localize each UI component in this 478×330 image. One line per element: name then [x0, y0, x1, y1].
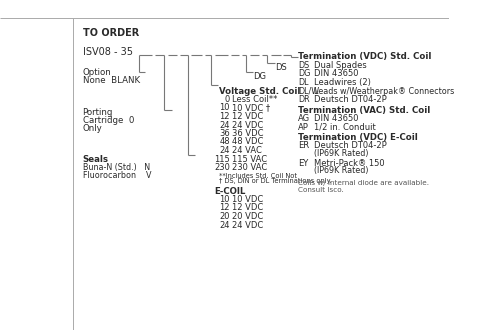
- Text: 20 VDC: 20 VDC: [232, 212, 263, 221]
- Text: Leads w/Weatherpak® Connectors: Leads w/Weatherpak® Connectors: [315, 86, 455, 95]
- Text: DS: DS: [298, 61, 310, 70]
- Text: 24 VDC: 24 VDC: [232, 120, 263, 129]
- Text: Option: Option: [83, 68, 111, 77]
- Text: ISV08 - 35: ISV08 - 35: [83, 47, 132, 57]
- Text: (IP69K Rated): (IP69K Rated): [315, 166, 369, 175]
- Text: Buna-N (Std.)   N: Buna-N (Std.) N: [83, 163, 150, 172]
- Text: 10 VDC: 10 VDC: [232, 195, 263, 204]
- Text: DIN 43650: DIN 43650: [315, 70, 359, 79]
- Text: Termination (VDC) Std. Coil: Termination (VDC) Std. Coil: [298, 52, 432, 61]
- Text: 12 VDC: 12 VDC: [232, 112, 263, 121]
- Text: Porting: Porting: [83, 108, 113, 117]
- Text: 115: 115: [214, 154, 230, 163]
- Text: Metri-Pack® 150: Metri-Pack® 150: [315, 158, 385, 168]
- Text: 10 VDC †: 10 VDC †: [232, 104, 270, 113]
- Text: 36: 36: [219, 129, 230, 138]
- Text: Leadwires (2): Leadwires (2): [315, 78, 371, 87]
- Text: AG: AG: [298, 114, 311, 123]
- Text: E-COIL: E-COIL: [214, 186, 246, 195]
- Text: 230 VAC: 230 VAC: [232, 163, 267, 172]
- Text: DS: DS: [275, 63, 287, 72]
- Text: Less Coil**: Less Coil**: [232, 95, 277, 104]
- Text: Consult Isco.: Consult Isco.: [298, 186, 344, 192]
- Text: Fluorocarbon    V: Fluorocarbon V: [83, 171, 151, 180]
- Text: 24 VAC: 24 VAC: [232, 146, 261, 155]
- Text: 230: 230: [214, 163, 230, 172]
- Text: 10: 10: [219, 195, 230, 204]
- Text: ER: ER: [298, 142, 310, 150]
- Text: 48: 48: [219, 138, 230, 147]
- Text: 1/2 in. Conduit: 1/2 in. Conduit: [315, 122, 376, 131]
- Text: DG: DG: [298, 70, 311, 79]
- Text: 24 VDC: 24 VDC: [232, 220, 263, 229]
- Text: DIN 43650: DIN 43650: [315, 114, 359, 123]
- Text: Seals: Seals: [83, 155, 109, 164]
- Text: (IP69K Rated): (IP69K Rated): [315, 149, 369, 158]
- Text: 24: 24: [219, 120, 230, 129]
- Text: 10: 10: [219, 104, 230, 113]
- Text: DL: DL: [298, 78, 309, 87]
- Text: Termination (VAC) Std. Coil: Termination (VAC) Std. Coil: [298, 106, 431, 115]
- Text: Deutsch DT04-2P: Deutsch DT04-2P: [315, 142, 387, 150]
- Text: 36 VDC: 36 VDC: [232, 129, 263, 138]
- Text: 12: 12: [219, 204, 230, 213]
- Text: Deutsch DT04-2P: Deutsch DT04-2P: [315, 95, 387, 104]
- Text: 115 VAC: 115 VAC: [232, 154, 267, 163]
- Text: None  BLANK: None BLANK: [83, 76, 140, 85]
- Text: 12: 12: [219, 112, 230, 121]
- Text: TO ORDER: TO ORDER: [83, 28, 139, 38]
- Text: Termination (VDC) E-Coil: Termination (VDC) E-Coil: [298, 133, 418, 142]
- Text: 24: 24: [219, 220, 230, 229]
- Text: Coils w/ internal diode are available.: Coils w/ internal diode are available.: [298, 180, 429, 185]
- Text: 20: 20: [219, 212, 230, 221]
- Text: DL/W: DL/W: [298, 86, 320, 95]
- Text: **Includes Std. Coil Not: **Includes Std. Coil Not: [218, 173, 297, 179]
- Text: EY: EY: [298, 158, 309, 168]
- Text: DG: DG: [253, 72, 266, 81]
- Text: 0: 0: [225, 95, 230, 104]
- Text: 48 VDC: 48 VDC: [232, 138, 263, 147]
- Text: AP: AP: [298, 122, 309, 131]
- Text: Dual Spades: Dual Spades: [315, 61, 367, 70]
- Text: 24: 24: [219, 146, 230, 155]
- Text: Cartridge  0: Cartridge 0: [83, 116, 134, 125]
- Text: † DS, DIN or DL Terminations only.: † DS, DIN or DL Terminations only.: [218, 179, 331, 184]
- Text: Only: Only: [83, 124, 102, 133]
- Text: DR: DR: [298, 95, 310, 104]
- Text: 12 VDC: 12 VDC: [232, 204, 263, 213]
- Text: Voltage Std. Coil: Voltage Std. Coil: [218, 87, 300, 96]
